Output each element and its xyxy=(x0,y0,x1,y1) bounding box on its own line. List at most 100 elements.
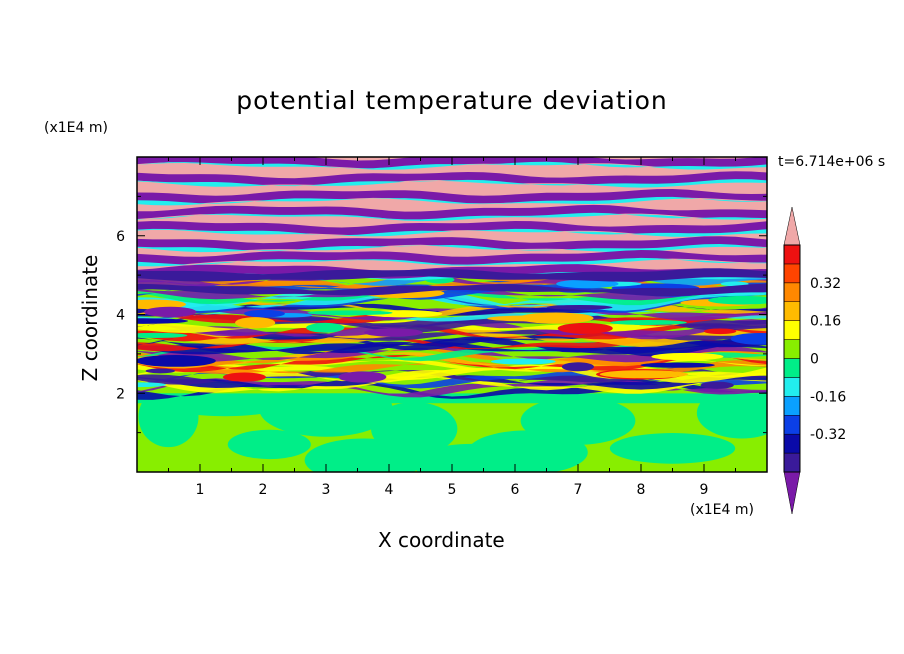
purple-band xyxy=(137,221,767,236)
mixing-band xyxy=(137,345,767,363)
x-tick-label: 6 xyxy=(511,482,520,498)
mixing-band xyxy=(137,298,767,318)
green-blob xyxy=(227,429,311,460)
mixing-band xyxy=(137,335,767,357)
colorbar-segment xyxy=(783,301,801,321)
eddy xyxy=(243,309,285,318)
eddy xyxy=(700,381,734,389)
mixing-band xyxy=(137,309,767,326)
mixing-band xyxy=(137,342,767,362)
x-tick-label: 2 xyxy=(259,482,268,498)
eddy xyxy=(137,332,188,338)
eddy xyxy=(640,362,715,368)
purple-band xyxy=(137,204,767,221)
eddy xyxy=(145,368,176,374)
eddy xyxy=(235,317,276,329)
eddy xyxy=(487,315,569,322)
chart-title: potential temperature deviation xyxy=(236,86,668,115)
eddy xyxy=(561,362,594,372)
green-blob xyxy=(413,443,529,472)
colorbar-segment xyxy=(783,415,801,435)
eddy xyxy=(610,319,687,325)
colorbar-segment xyxy=(783,244,801,265)
y-tick-label: 6 xyxy=(116,229,125,245)
x-tick-label: 5 xyxy=(448,482,457,498)
mixing-band xyxy=(137,376,767,398)
band-edge xyxy=(137,257,767,267)
green-blob xyxy=(371,402,458,456)
colorbar-label: 0.16 xyxy=(810,314,841,330)
colorbar-segment xyxy=(783,263,801,284)
eddy xyxy=(708,295,767,305)
purple-band xyxy=(137,236,767,252)
eddy xyxy=(307,310,393,316)
colorbar-segment xyxy=(783,282,801,303)
colorbar-segment xyxy=(783,377,801,397)
band-edge xyxy=(137,196,767,206)
eddy xyxy=(306,322,345,333)
green-blob xyxy=(609,433,736,464)
eddy xyxy=(730,332,767,345)
eddy xyxy=(546,304,613,310)
band-edge xyxy=(137,212,767,222)
x-tick-label: 7 xyxy=(574,482,583,498)
colorbar-segment xyxy=(783,358,801,378)
eddy xyxy=(222,372,266,382)
y-axis-unit: (x1E4 m) xyxy=(44,120,108,136)
heatmap-field xyxy=(137,157,767,472)
mixing-band xyxy=(137,319,767,340)
colorbar-label: -0.32 xyxy=(810,427,846,443)
band-edge xyxy=(137,244,767,253)
mixing-band xyxy=(137,285,767,306)
purple-band xyxy=(137,268,767,282)
mixing-band xyxy=(137,373,767,390)
eddy xyxy=(491,358,556,365)
eddy xyxy=(338,371,387,383)
x-tick-label: 3 xyxy=(322,482,331,498)
colorbar-segment xyxy=(783,452,801,473)
x-axis-unit: (x1E4 m) xyxy=(690,502,754,518)
time-label: t=6.714e+06 s xyxy=(778,154,886,170)
mixing-band xyxy=(137,290,767,311)
colorbar-label: -0.16 xyxy=(810,389,846,405)
x-tick-label: 1 xyxy=(196,482,205,498)
colorbar-bottom-arrow xyxy=(783,471,801,515)
mixing-band xyxy=(137,326,767,347)
x-axis-label: X coordinate xyxy=(378,528,505,552)
eddy xyxy=(703,328,737,335)
mixing-band xyxy=(137,274,767,291)
mixing-band xyxy=(137,286,767,301)
eddy xyxy=(556,279,619,289)
purple-band xyxy=(137,171,767,187)
colorbar-segment xyxy=(783,433,801,454)
eddy xyxy=(364,328,423,337)
colorbar-top-arrow xyxy=(783,206,801,246)
y-tick-label: 2 xyxy=(116,386,125,402)
colorbar-label: 0.32 xyxy=(810,276,841,292)
mixing-band xyxy=(137,322,767,342)
eddy xyxy=(720,281,749,287)
x-tick-label: 4 xyxy=(385,482,394,498)
band-edge xyxy=(137,179,767,188)
eddy xyxy=(557,322,613,334)
mixing-band xyxy=(137,374,767,394)
y-tick-label: 4 xyxy=(116,308,125,324)
colorbar-label: 0 xyxy=(810,352,819,368)
colorbar-frame xyxy=(783,244,801,473)
colorbar-segment xyxy=(783,396,801,416)
mixing-band xyxy=(137,364,767,384)
eddy xyxy=(144,306,197,318)
x-tick-label: 8 xyxy=(637,482,646,498)
mixing-band xyxy=(137,367,767,385)
eddy xyxy=(651,352,724,361)
x-tick-label: 9 xyxy=(700,482,709,498)
mixing-band xyxy=(137,329,767,341)
eddy xyxy=(137,299,186,310)
eddy xyxy=(599,370,689,379)
green-blob xyxy=(520,396,636,445)
colorbar-segment xyxy=(783,339,801,359)
band-edge xyxy=(137,228,767,237)
eddy xyxy=(137,355,216,367)
